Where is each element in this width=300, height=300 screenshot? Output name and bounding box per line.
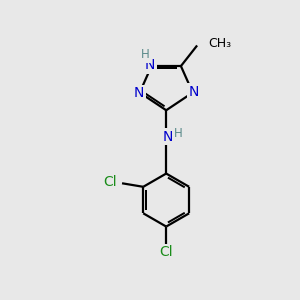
Text: H: H [141, 48, 149, 62]
Text: Cl: Cl [159, 245, 173, 259]
Text: CH₃: CH₃ [208, 38, 231, 50]
Text: N: N [189, 85, 200, 99]
Text: N: N [134, 86, 144, 100]
Text: H: H [174, 127, 183, 140]
Text: N: N [145, 58, 155, 73]
Text: Cl: Cl [103, 175, 116, 189]
Text: N: N [163, 130, 173, 144]
